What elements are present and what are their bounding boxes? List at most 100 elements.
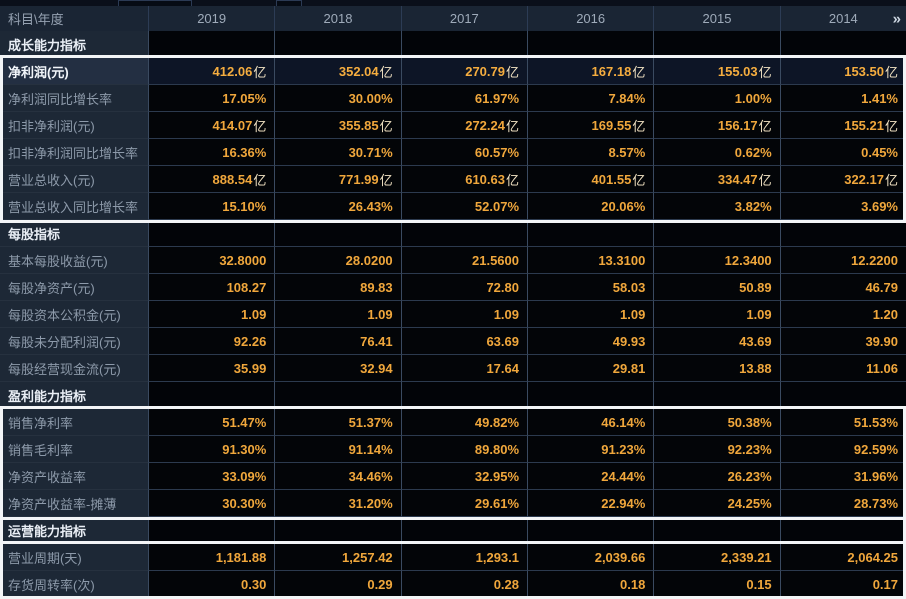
yi-unit-suffix: 亿	[632, 172, 646, 188]
empty-cell	[527, 382, 654, 409]
indicator-label: 净资产收益率	[0, 463, 148, 490]
value-cell: 1,257.42	[274, 544, 401, 571]
value-cell: 28.73%	[779, 490, 906, 517]
yi-unit-suffix: 亿	[758, 118, 772, 134]
value-cell: 92.23%	[653, 436, 780, 463]
value-cell: 0.45%	[779, 139, 906, 166]
value-cell: 51.37%	[274, 409, 401, 436]
value-cell: 355.85 亿	[274, 112, 401, 139]
top-edge-strip	[0, 0, 906, 6]
value-cell: 3.82%	[653, 193, 780, 220]
indicator-label: 每股净资产(元)	[0, 274, 148, 301]
indicator-row: 营业总收入同比增长率 15.10% 26.43% 52.07% 20.06% 3.82% 3…	[0, 193, 906, 220]
value-cell: 0.28	[400, 571, 527, 598]
value-cell: 91.14%	[274, 436, 401, 463]
empty-cell	[148, 31, 275, 58]
value-cell: 13.88	[653, 355, 780, 382]
indicator-table: 科目\年度 2019 2018 2017 2016 2015 2014» 成长能力指标 净利…	[0, 6, 906, 598]
indicator-label: 销售净利率	[0, 409, 148, 436]
value-cell: 24.25%	[653, 490, 780, 517]
value-cell: 22.94%	[527, 490, 654, 517]
value-cell: 46.14%	[527, 409, 654, 436]
yi-unit-suffix: 亿	[253, 172, 267, 188]
indicator-label: 存货周转率(次)	[0, 571, 148, 598]
value-cell: 91.23%	[527, 436, 654, 463]
empty-cell	[274, 220, 401, 247]
indicator-row: 基本每股收益(元) 32.8000 28.0200 21.5600 13.3100 12.…	[0, 247, 906, 274]
value-cell: 888.54 亿	[148, 166, 275, 193]
indicator-row: 营业总收入(元) 888.54 亿 771.99 亿 610.63 亿 401.55 亿 334.…	[0, 166, 906, 193]
value-cell: 46.79	[779, 274, 906, 301]
value-cell: 63.69	[400, 328, 527, 355]
corner-header-label: 科目\年度	[8, 12, 64, 27]
value-cell: 167.18 亿	[527, 58, 654, 85]
indicator-row: 净利润同比增长率 17.05% 30.00% 61.97% 7.84% 1.00% 1.41…	[0, 85, 906, 112]
value-cell: 39.90	[779, 328, 906, 355]
empty-cell	[653, 382, 780, 409]
value-cell: 1.20	[779, 301, 906, 328]
empty-cell	[274, 382, 401, 409]
indicator-row: 每股经营现金流(元) 35.99 32.94 17.64 29.81 13.88 11.06	[0, 355, 906, 382]
value-cell: 58.03	[527, 274, 654, 301]
yi-unit-suffix: 亿	[379, 64, 393, 80]
yi-unit-suffix: 亿	[379, 172, 393, 188]
indicator-label: 销售毛利率	[0, 436, 148, 463]
section-header-row: 盈利能力指标	[0, 382, 906, 409]
empty-cell	[400, 517, 527, 544]
value-cell: 352.04 亿	[274, 58, 401, 85]
value-cell: 12.3400	[653, 247, 780, 274]
indicator-row: 扣非净利润同比增长率 16.36% 30.71% 60.57% 8.57% 0.62% 0.…	[0, 139, 906, 166]
value-cell: 49.93	[527, 328, 654, 355]
value-cell: 13.3100	[527, 247, 654, 274]
value-cell: 2,339.21	[653, 544, 780, 571]
empty-cell	[653, 220, 780, 247]
yi-unit-suffix: 亿	[505, 118, 519, 134]
value-cell: 17.05%	[148, 85, 275, 112]
value-cell: 30.30%	[148, 490, 275, 517]
more-years-chevron-icon[interactable]: »	[892, 10, 901, 27]
value-cell: 31.20%	[274, 490, 401, 517]
value-cell: 16.36%	[148, 139, 275, 166]
indicator-row: 净利润(元) 412.06 亿 352.04 亿 270.79 亿 167.18 亿 155.03…	[0, 58, 906, 85]
value-cell: 270.79 亿	[400, 58, 527, 85]
value-cell: 72.80	[400, 274, 527, 301]
value-cell: 1.09	[274, 301, 401, 328]
indicator-label: 每股经营现金流(元)	[0, 355, 148, 382]
indicator-label: 净利润同比增长率	[0, 85, 148, 112]
value-cell: 272.24 亿	[400, 112, 527, 139]
value-cell: 12.2200	[779, 247, 906, 274]
value-cell: 15.10%	[148, 193, 275, 220]
indicator-label: 每股资本公积金(元)	[0, 301, 148, 328]
indicator-row: 营业周期(天) 1,181.88 1,257.42 1,293.1 2,039.66 2,…	[0, 544, 906, 571]
value-cell: 1.09	[653, 301, 780, 328]
indicator-row: 净资产收益率 33.09% 34.46% 32.95% 24.44% 26.23% 31.9…	[0, 463, 906, 490]
year-column-header-2017: 2017	[400, 6, 527, 31]
value-cell: 52.07%	[400, 193, 527, 220]
indicator-row: 每股未分配利润(元) 92.26 76.41 63.69 49.93 43.69 39.90	[0, 328, 906, 355]
value-cell: 322.17 亿	[779, 166, 906, 193]
value-cell: 0.17	[779, 571, 906, 598]
empty-cell	[653, 517, 780, 544]
section-title: 每股指标	[0, 220, 148, 247]
empty-cell	[274, 517, 401, 544]
value-cell: 0.15	[653, 571, 780, 598]
value-cell: 51.47%	[148, 409, 275, 436]
value-cell: 29.61%	[400, 490, 527, 517]
value-cell: 21.5600	[400, 247, 527, 274]
table-header-row: 科目\年度 2019 2018 2017 2016 2015 2014»	[0, 6, 906, 31]
value-cell: 169.55 亿	[527, 112, 654, 139]
empty-cell	[400, 220, 527, 247]
section-title: 成长能力指标	[0, 31, 148, 58]
value-cell: 20.06%	[527, 193, 654, 220]
yi-unit-suffix: 亿	[505, 64, 519, 80]
empty-cell	[527, 517, 654, 544]
yi-unit-suffix: 亿	[884, 172, 898, 188]
indicator-row: 销售毛利率 91.30% 91.14% 89.80% 91.23% 92.23% 92.59…	[0, 436, 906, 463]
value-cell: 0.29	[274, 571, 401, 598]
indicator-label: 每股未分配利润(元)	[0, 328, 148, 355]
value-cell: 1.41%	[779, 85, 906, 112]
indicator-label: 基本每股收益(元)	[0, 247, 148, 274]
value-cell: 156.17 亿	[653, 112, 780, 139]
yi-unit-suffix: 亿	[632, 118, 646, 134]
year-column-header-2014: 2014»	[779, 6, 906, 31]
